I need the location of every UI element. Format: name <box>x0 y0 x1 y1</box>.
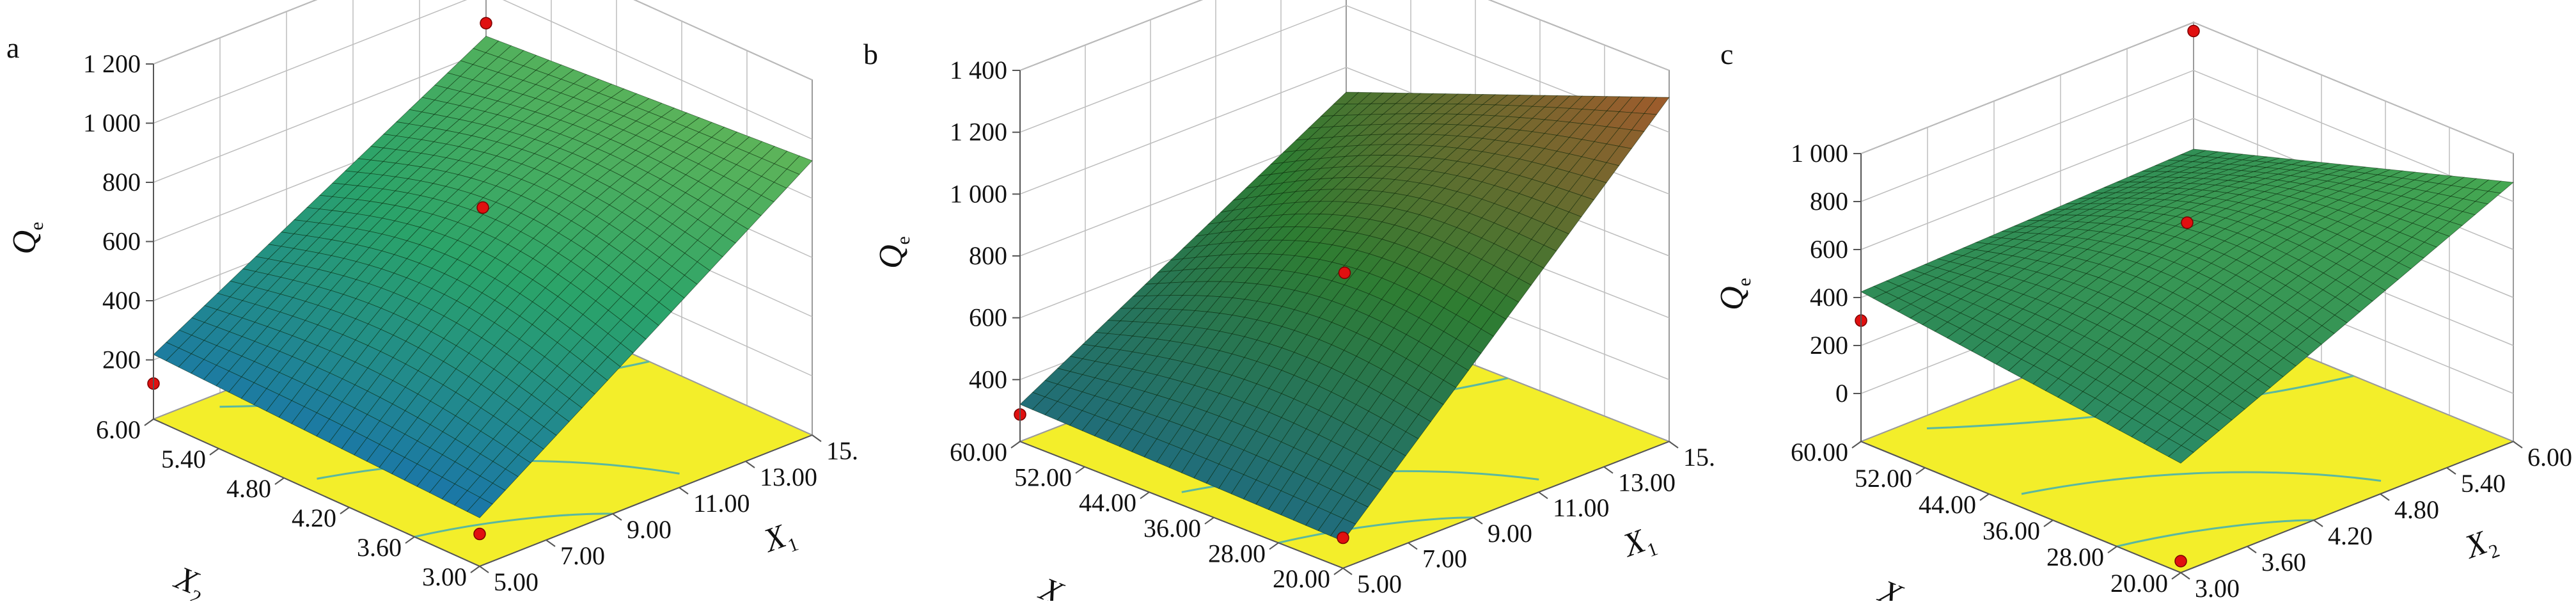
z-tick-label: 400 <box>102 286 141 315</box>
z-tick-label: 800 <box>969 241 1007 270</box>
x-tick-label: 7.00 <box>1422 544 1467 573</box>
design-point <box>473 527 486 541</box>
y-tick-label: 44.00 <box>1079 488 1136 517</box>
response-surface <box>1860 148 2514 464</box>
x-tick-label: 3.00 <box>2195 574 2240 601</box>
z-tick-label: 600 <box>102 227 141 256</box>
z-tick-label: 400 <box>1810 283 1848 312</box>
z-tick-label: 800 <box>1810 187 1848 216</box>
y-tick-label: 52.00 <box>1014 463 1072 492</box>
x-tick-label: 7.00 <box>560 541 605 570</box>
y-tick-label: 20.00 <box>1273 564 1330 593</box>
z-tick-label: 600 <box>969 303 1007 332</box>
x-axis-label: X1 <box>758 515 801 564</box>
y-tick-label: 28.00 <box>2046 543 2104 571</box>
z-axis-label: Qe <box>873 236 914 269</box>
panel-label: b <box>863 38 878 70</box>
y-tick-label: 52.00 <box>1855 464 1912 493</box>
design-point <box>476 201 489 214</box>
y-tick-labels: 3.00 3.60 4.20 4.80 5.40 6.00 <box>96 415 480 591</box>
z-tick-label: 400 <box>969 365 1007 393</box>
z-tick-label: 200 <box>1810 331 1848 360</box>
z-tick-label: 1 000 <box>83 109 141 138</box>
z-tick-label: 600 <box>1810 235 1848 264</box>
design-point <box>480 17 492 30</box>
panel-label: c <box>1720 38 1733 70</box>
z-tick-labels: 0 200 400 600 800 1 000 <box>1791 139 1861 408</box>
surface-svg-c: 3.003.604.204.805.406.0020.0028.0036.004… <box>1714 21 2572 604</box>
y-tick-label: 6.00 <box>96 415 141 444</box>
design-point <box>1338 266 1351 280</box>
x-tick-labels: 5.00 7.00 9.00 11.00 13.00 15.00 <box>479 434 884 596</box>
y-axis-label: X2 <box>168 559 212 601</box>
y-axis-label: X3 <box>1032 570 1076 601</box>
design-point <box>2181 216 2194 229</box>
x-tick-label: 9.00 <box>627 515 671 544</box>
design-points <box>1855 24 2200 568</box>
x-axis-label: X1 <box>1617 520 1661 569</box>
surface-plot-c: 3.00 3.60 4.20 4.80 5.40 6.00 20.00 28.00 36.00 4… <box>1714 0 2576 604</box>
z-axis-label: Qe <box>1714 278 1755 310</box>
y-tick-label: 3.60 <box>357 533 402 562</box>
response-surface <box>1019 91 1670 542</box>
x-tick-label: 9.00 <box>1488 519 1532 548</box>
y-tick-label: 60.00 <box>1791 438 1848 466</box>
x-tick-label: 4.80 <box>2394 495 2439 524</box>
z-tick-label: 800 <box>102 168 141 196</box>
design-point <box>2174 555 2187 568</box>
z-tick-label: 1 000 <box>950 179 1007 208</box>
y-tick-label: 5.40 <box>161 445 206 473</box>
surface-plot-a: 5.00 7.00 9.00 11.00 13.00 15.00 3.00 3.60 4.20 4… <box>0 0 884 604</box>
y-tick-label: 36.00 <box>1983 516 2040 545</box>
z-tick-label: 1 400 <box>950 56 1007 84</box>
x-tick-label: 11.00 <box>1553 493 1610 522</box>
y-tick-label: 28.00 <box>1208 539 1266 568</box>
y-tick-label: 4.80 <box>226 474 271 503</box>
y-tick-label: 20.00 <box>2110 569 2168 598</box>
surface-svg-a: 5.00 7.00 9.00 11.00 13.00 15.00 3.00 3.60 4.20 4… <box>6 0 884 604</box>
x-tick-label: 15.00 <box>826 436 857 465</box>
z-tick-label: 1 000 <box>1791 139 1848 168</box>
y-tick-label: 3.00 <box>422 562 467 591</box>
y-tick-label: 36.00 <box>1143 514 1201 543</box>
design-point <box>1337 531 1349 544</box>
x-tick-label: 13.00 <box>1618 468 1676 497</box>
x-axis-label: X2 <box>2459 521 2502 571</box>
z-axis-label: Qe <box>6 222 47 255</box>
panel-label: a <box>6 31 19 64</box>
z-tick-label: 1 200 <box>950 118 1007 147</box>
z-tick-labels: 400 600 800 1 000 1 200 1 400 <box>950 56 1020 393</box>
y-tick-label: 4.20 <box>292 504 336 532</box>
design-point <box>2187 24 2200 38</box>
x-tick-label: 5.00 <box>494 568 538 596</box>
y-axis-label: X3 <box>1871 573 1915 601</box>
z-tick-labels: 200 400 600 800 1 000 1 200 <box>83 49 153 374</box>
z-tick-label: 200 <box>102 346 141 374</box>
design-points <box>147 17 492 541</box>
z-tick-label: 1 200 <box>83 49 141 78</box>
y-tick-label: 60.00 <box>950 438 1007 466</box>
x-tick-label: 4.20 <box>2328 521 2373 550</box>
x-tick-label: 5.40 <box>2461 469 2506 498</box>
response-surface <box>153 35 813 518</box>
z-tick-label: 0 <box>1835 379 1848 408</box>
x-tick-label: 3.60 <box>2261 548 2306 576</box>
y-tick-label: 44.00 <box>1919 490 1976 519</box>
x-tick-label: 13.00 <box>760 463 817 491</box>
x-tick-label: 5.00 <box>1357 569 1402 598</box>
x-tick-label: 6.00 <box>2527 443 2572 472</box>
x-tick-label: 15.00 <box>1683 443 1714 472</box>
x-tick-labels: 3.00 3.60 4.20 4.80 5.40 6.00 <box>2180 441 2572 603</box>
x-tick-label: 11.00 <box>693 489 750 518</box>
